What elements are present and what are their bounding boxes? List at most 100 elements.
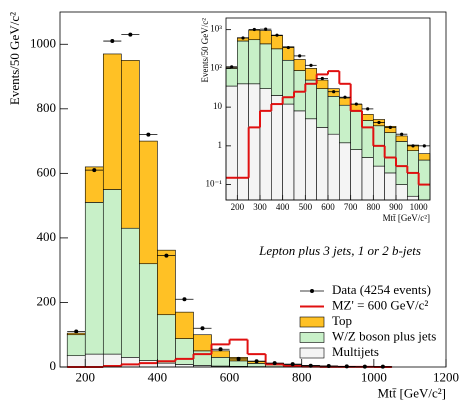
x-tick-label: 1200 bbox=[433, 370, 459, 385]
data-point bbox=[298, 54, 302, 58]
y-tick-label: 10 bbox=[213, 101, 223, 111]
bar-segment bbox=[350, 111, 363, 150]
bar-segment bbox=[248, 83, 261, 201]
data-point bbox=[92, 168, 97, 173]
y-tick-label: 400 bbox=[37, 229, 57, 244]
data-point bbox=[264, 27, 268, 31]
y-axis-label: Events/50 GeV/c² bbox=[200, 18, 210, 83]
bar-segment bbox=[361, 114, 374, 121]
x-tick-label: 400 bbox=[276, 202, 290, 212]
bar-segment bbox=[84, 353, 104, 368]
legend-label: Data (4254 events) bbox=[332, 282, 431, 297]
bar-segment bbox=[384, 172, 397, 201]
data-point bbox=[236, 356, 241, 361]
bar-segment bbox=[84, 166, 104, 203]
bar-segment bbox=[211, 357, 230, 367]
data-point bbox=[366, 107, 370, 111]
x-tick-label: 400 bbox=[148, 370, 168, 385]
data-point bbox=[400, 132, 404, 136]
legend-swatch bbox=[310, 289, 314, 293]
data-point bbox=[146, 132, 151, 137]
bar-segment bbox=[248, 39, 261, 85]
bar-segment bbox=[361, 157, 374, 201]
x-tick-label: 600 bbox=[220, 370, 240, 385]
y-tick-label: 1 bbox=[218, 140, 223, 150]
y-tick-label: 10⁻¹ bbox=[206, 179, 223, 189]
bar-segment bbox=[305, 79, 317, 120]
bar-segment bbox=[225, 85, 238, 201]
bar-segment bbox=[66, 334, 86, 357]
data-point bbox=[272, 361, 277, 366]
data-point bbox=[411, 144, 415, 148]
bar-segment bbox=[305, 118, 317, 201]
data-point bbox=[200, 326, 205, 331]
bar-segment bbox=[271, 35, 283, 50]
data-point bbox=[275, 33, 279, 37]
data-point bbox=[326, 364, 331, 369]
bar-segment bbox=[102, 189, 122, 355]
bar-segment bbox=[271, 48, 283, 96]
bar-segment bbox=[271, 95, 283, 201]
legend-label: Multijets bbox=[332, 344, 379, 359]
bar-segment bbox=[373, 165, 385, 201]
bar-segment bbox=[293, 59, 306, 71]
legend-swatch bbox=[299, 316, 325, 328]
bar-segment bbox=[305, 68, 317, 81]
bar-segment bbox=[247, 363, 266, 367]
data-point bbox=[354, 102, 358, 106]
bar-segment bbox=[211, 350, 230, 358]
data-point bbox=[218, 347, 223, 352]
x-axis-label: Mtt̄ [GeV/c²] bbox=[377, 385, 446, 400]
data-point bbox=[332, 90, 336, 94]
bar-segment bbox=[157, 362, 176, 368]
annotation: Lepton plus 3 jets, 1 or 2 b-jets bbox=[258, 243, 421, 258]
plot-frame bbox=[59, 11, 447, 368]
legend-label: MZ' = 600 GeV/c² bbox=[332, 297, 428, 312]
bar-segment bbox=[339, 142, 351, 201]
bar-segment bbox=[282, 103, 295, 201]
bar-segment bbox=[229, 360, 248, 367]
bar-segment bbox=[237, 83, 249, 201]
bar-segment bbox=[121, 227, 140, 358]
bar-segment bbox=[225, 68, 238, 87]
x-tick-label: 900 bbox=[389, 202, 403, 212]
bar-segment bbox=[350, 149, 363, 201]
bar-segment bbox=[248, 29, 261, 41]
bar-segment bbox=[157, 249, 176, 316]
data-point bbox=[164, 253, 169, 258]
y-tick-label: 200 bbox=[37, 293, 57, 308]
bar-segment bbox=[407, 195, 419, 201]
y-tick-label: 10³ bbox=[210, 24, 222, 34]
bar-segment bbox=[259, 43, 272, 89]
legend-label: Top bbox=[332, 313, 352, 328]
legend-swatch bbox=[299, 332, 325, 343]
bar-segment bbox=[395, 184, 408, 201]
x-tick-label: 600 bbox=[321, 202, 335, 212]
data-point bbox=[254, 359, 259, 364]
data-point bbox=[320, 76, 324, 81]
data-point bbox=[128, 32, 133, 37]
x-tick-label: 500 bbox=[299, 202, 313, 212]
data-point bbox=[377, 120, 381, 125]
bar-segment bbox=[316, 88, 329, 128]
bar-segment bbox=[361, 120, 374, 158]
bar-segment bbox=[66, 355, 86, 368]
data-point bbox=[290, 362, 295, 367]
bar-segment bbox=[327, 96, 340, 135]
bar-segment bbox=[175, 311, 194, 339]
x-tick-label: 1000 bbox=[361, 370, 387, 385]
y-tick-label: 800 bbox=[37, 100, 57, 115]
data-point bbox=[286, 45, 290, 50]
data-point bbox=[344, 364, 349, 369]
data-point bbox=[422, 144, 426, 148]
y-tick-label: 600 bbox=[37, 164, 57, 179]
data-point bbox=[182, 297, 187, 302]
data-point bbox=[74, 329, 79, 334]
bar-segment bbox=[193, 350, 212, 366]
bar-segment bbox=[418, 153, 431, 161]
plot: 200 300 400 500 600 700 800 900 1000 10⁻¹ 1 10 10² 10… bbox=[200, 17, 431, 223]
data-point bbox=[252, 27, 256, 32]
bar-segment bbox=[418, 159, 431, 201]
bar-segment bbox=[316, 127, 329, 201]
